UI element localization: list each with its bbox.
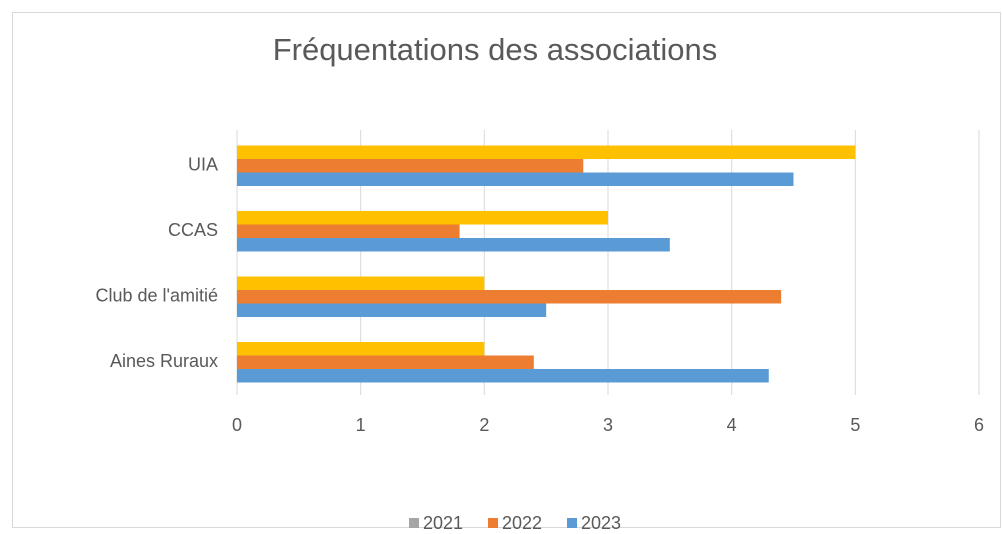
x-tick-label: 0 (232, 415, 242, 435)
bar (237, 224, 460, 238)
x-tick-label: 3 (603, 415, 613, 435)
x-tick-label: 1 (356, 415, 366, 435)
x-tick-label: 6 (974, 415, 984, 435)
legend-swatch (409, 518, 419, 528)
chart-title: Fréquentations des associations (273, 32, 718, 67)
legend-label: 2022 (502, 513, 542, 529)
bar (237, 276, 485, 290)
legend-label: 2021 (423, 513, 463, 529)
x-tick-label: 4 (727, 415, 737, 435)
legend-swatch (567, 518, 577, 528)
bar (237, 369, 769, 383)
x-tick-label: 2 (479, 415, 489, 435)
bar (237, 211, 608, 225)
legend-swatch (488, 518, 498, 528)
y-tick-label: Club de l'amitié (96, 286, 219, 306)
y-tick-label: CCAS (168, 220, 218, 240)
bar (237, 355, 534, 369)
bar (237, 342, 485, 356)
bar (237, 290, 782, 304)
bar (237, 172, 794, 186)
bar (237, 238, 670, 252)
bar (237, 303, 547, 317)
legend-label: 2023 (581, 513, 621, 529)
bar (237, 159, 584, 173)
y-tick-label: UIA (188, 155, 218, 175)
bar (237, 145, 856, 159)
y-tick-label: Aines Ruraux (110, 351, 218, 371)
chart-border (12, 12, 1001, 528)
x-tick-label: 5 (850, 415, 860, 435)
